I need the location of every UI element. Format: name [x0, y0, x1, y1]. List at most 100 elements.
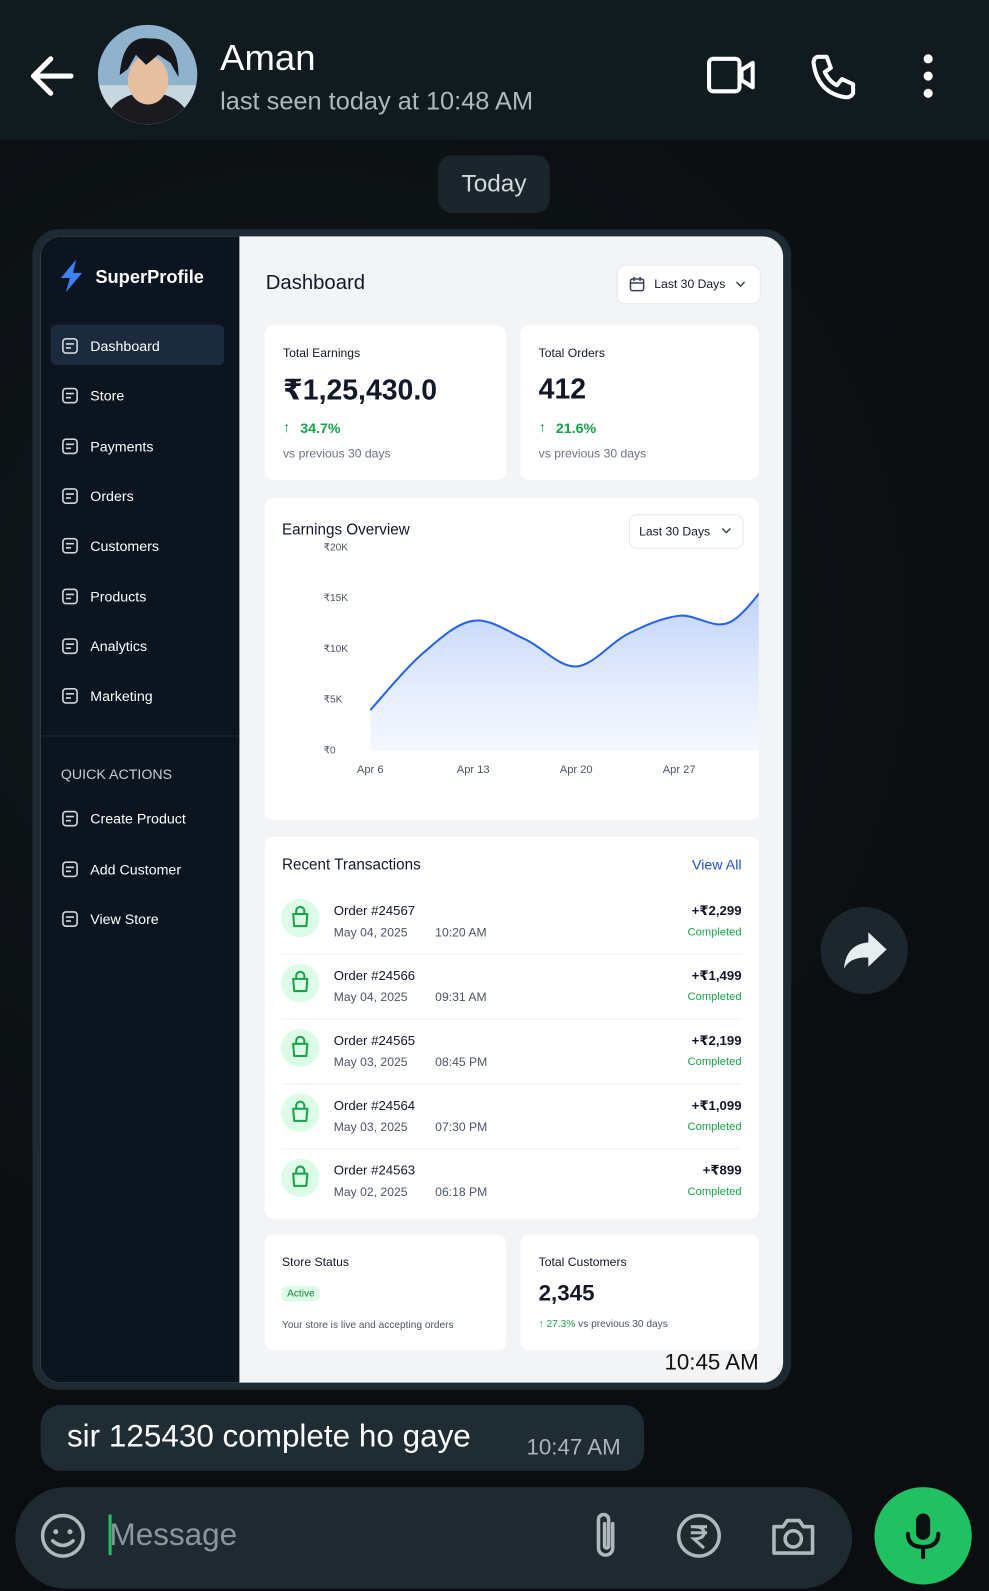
menu-button[interactable] — [919, 53, 937, 100]
quick-action[interactable]: View Store — [90, 910, 159, 928]
order-icon — [280, 1158, 320, 1197]
line — [369, 592, 759, 711]
nav-item[interactable]: Marketing — [90, 687, 153, 705]
y-tick-label: ₹15K — [324, 593, 349, 604]
nav-item[interactable]: Customers — [90, 537, 159, 555]
row-divider — [282, 953, 742, 955]
back-button[interactable] — [28, 55, 75, 98]
y-tick-label: ₹5K — [324, 695, 343, 706]
nav-item[interactable]: Payments — [90, 437, 154, 455]
nav-item[interactable]: Dashboard — [90, 337, 160, 355]
earnings-chart: ₹0 ₹5K ₹10K ₹15K ₹20K Apr 6 Apr 13 Apr 20 Apr 27… — [324, 542, 759, 776]
chart-range-label: Last 30 Days — [639, 524, 711, 539]
icon-shape — [65, 593, 75, 599]
row-divider — [282, 1018, 742, 1020]
store-status-label: Store Status — [282, 1254, 350, 1270]
customers-value: 2,345 — [538, 1280, 595, 1306]
icon-bg — [280, 1093, 320, 1133]
nav-icon — [62, 488, 78, 504]
order-time: 10:20 AM — [435, 925, 487, 940]
order-time: 06:18 PM — [435, 1184, 488, 1200]
sidebar — [40, 236, 240, 1383]
bag — [292, 1100, 309, 1122]
nav-item[interactable]: Products — [90, 587, 147, 605]
range-select[interactable] — [616, 264, 761, 305]
quick-action[interactable]: Create Product — [90, 810, 186, 827]
icon-shape — [65, 543, 75, 549]
stat-change: 21.6% — [555, 419, 597, 437]
order-time: 08:45 PM — [435, 1054, 488, 1070]
area-fill — [370, 593, 759, 751]
store-status-badge: Active — [282, 1286, 320, 1302]
icon-shape — [62, 488, 78, 504]
row-divider — [282, 1148, 742, 1150]
order-date: May 04, 2025 — [333, 925, 408, 940]
y-tick-label: ₹20K — [324, 542, 349, 553]
quick-action-icon — [62, 860, 78, 877]
store-status-note: Your store is live and accepting orders — [282, 1319, 454, 1331]
customers-change-value: 27.3% — [546, 1318, 576, 1330]
nav-item[interactable]: Orders — [90, 487, 134, 505]
nav-item[interactable]: Analytics — [90, 637, 148, 655]
icon-shape — [65, 815, 75, 822]
chart-title: Earnings Overview — [282, 521, 410, 539]
nav-icon — [62, 438, 78, 454]
order-id: Order #24566 — [333, 967, 416, 983]
stat-change: 34.7% — [300, 419, 341, 437]
stat-value: ₹1,25,430.0 — [283, 374, 438, 406]
customers-label: Total Customers — [538, 1254, 627, 1270]
bag — [292, 1165, 309, 1187]
x-tick-label: Apr 27 — [663, 764, 696, 776]
icon-shape — [62, 388, 78, 404]
nav-icon — [62, 388, 78, 404]
y-tick-label: ₹0 — [324, 745, 336, 756]
attach-button[interactable] — [588, 1511, 625, 1560]
order-date: May 02, 2025 — [333, 1184, 408, 1200]
icon-bg — [280, 1028, 320, 1068]
order-amount: +₹899 — [702, 1162, 742, 1178]
nav-icon — [62, 337, 78, 354]
icon-shape — [65, 916, 75, 922]
icon-shape — [65, 443, 75, 449]
transactions-title: Recent Transactions — [282, 856, 421, 874]
view-all-link[interactable]: View All — [692, 856, 742, 873]
avatar[interactable] — [97, 24, 198, 125]
order-id: Order #24565 — [333, 1032, 416, 1048]
stat-value: 412 — [538, 373, 587, 405]
image-time: 10:45 AM — [664, 1349, 759, 1375]
bag — [292, 1035, 309, 1058]
icon-shape — [62, 638, 78, 654]
active-nav-highlight — [50, 324, 225, 366]
contact-name[interactable]: Aman — [220, 36, 316, 79]
payment-button[interactable] — [676, 1512, 723, 1559]
icon-shape — [65, 493, 75, 499]
order-date: May 03, 2025 — [333, 1119, 408, 1135]
icon-shape — [62, 588, 78, 604]
stat-note: vs previous 30 days — [283, 446, 391, 461]
voice-call-button[interactable] — [809, 53, 856, 100]
quick-action[interactable]: Add Customer — [90, 860, 182, 877]
message-bubble[interactable] — [40, 1404, 645, 1471]
order-time: 07:30 PM — [435, 1119, 488, 1135]
emoji-button[interactable] — [40, 1512, 87, 1559]
icon-shape — [65, 343, 75, 349]
order-status: Completed — [687, 1120, 742, 1134]
chevron — [735, 281, 746, 288]
order-time: 09:31 AM — [435, 990, 487, 1005]
bag — [292, 970, 309, 993]
nav-item[interactable]: Store — [90, 387, 125, 405]
video-call-button[interactable] — [706, 55, 757, 96]
stat-arrow: ↑ — [283, 418, 291, 436]
mic-icon — [905, 1513, 941, 1560]
order-status: Completed — [687, 991, 742, 1004]
icon-shape — [62, 337, 78, 354]
order-amount: +₹1,499 — [691, 967, 742, 983]
order-id: Order #24564 — [333, 1097, 416, 1113]
stat-label: Total Orders — [538, 345, 605, 361]
message-input[interactable]: Message — [109, 1516, 238, 1553]
icon-shape — [62, 810, 78, 827]
camera-button[interactable] — [770, 1514, 817, 1557]
row-divider — [282, 1083, 742, 1085]
brand-logo — [60, 259, 83, 293]
message-input-bar[interactable] — [15, 1487, 853, 1589]
